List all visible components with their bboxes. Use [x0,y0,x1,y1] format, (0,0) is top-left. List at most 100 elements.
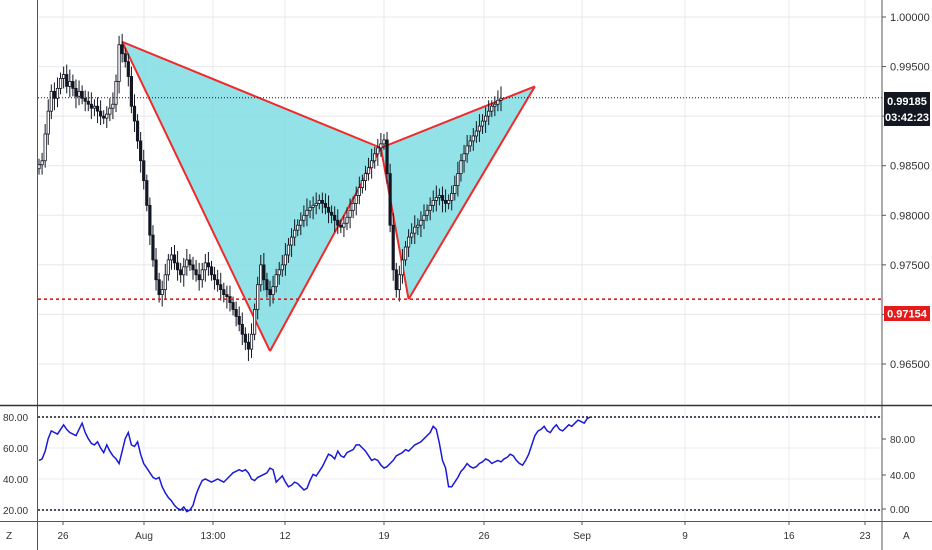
candle-body [148,204,152,236]
rsi-left-tick-label: 80.00 [3,413,28,424]
candle-body [487,110,491,117]
candle-body [237,316,241,325]
candle-body [259,264,263,286]
candle-body [317,200,321,204]
candle-body [188,259,192,266]
candle-body [410,232,414,238]
candle-body [268,289,272,295]
candle-body [157,279,161,296]
candle-body [129,76,133,107]
time-tick-label: 23 [859,531,871,542]
pattern-fill-triangle [122,41,381,352]
candle-body [126,61,130,77]
rsi-line [38,416,591,513]
auto-scale-icon[interactable]: A [903,531,910,542]
candle-body [231,302,235,310]
candle-body [154,259,158,281]
timezone-icon[interactable]: Z [6,531,12,542]
candle-body [311,204,315,208]
candle-body [379,143,383,149]
time-tick-label: 26 [478,531,490,542]
candle-body [308,206,312,211]
price-tick-label: 0.97500 [890,260,930,272]
candle-body [385,139,389,175]
candle-body [68,81,72,87]
candle-body [166,259,170,276]
candle-body [240,323,244,335]
candlestick-series [37,33,503,362]
candle-body [249,333,254,350]
candle-body [474,130,478,137]
candle-body [293,229,297,238]
candle-body [83,97,87,102]
candle-body [329,211,334,216]
candle-body [160,289,164,295]
time-tick-label: 9 [682,531,688,542]
candle-body [493,103,497,107]
candle-body [132,105,137,122]
time-tick-label: 12 [279,531,291,542]
candle-body [447,200,451,204]
candle-body [145,180,149,206]
candle-body [283,254,288,266]
candle-body [333,214,337,221]
candle-body [453,185,457,194]
candle-body [403,246,408,261]
candle-body [179,269,183,276]
candle-body [265,279,269,291]
candle-body [480,120,485,127]
candle-body [425,209,429,216]
candle-body [302,214,306,221]
candle-body [58,78,63,89]
candle-body [117,44,121,82]
price-tick-label: 1.00000 [890,12,930,24]
candle-body [382,139,386,145]
bar-countdown: 03:42:23 [885,112,929,124]
candle-body [175,262,180,271]
candle-body [477,125,482,132]
candle-body [99,110,103,117]
candle-body [443,200,448,204]
time-axis: 26 Aug 13:00 12 19 26 Sep 9 16 23 [57,521,871,542]
candle-body [456,173,460,186]
candle-body [289,236,294,246]
price-tick-label: 0.98500 [890,161,930,173]
candle-body [92,105,97,109]
candle-body [354,195,358,204]
candle-body [437,195,442,198]
candle-body [234,309,238,317]
candle-body [459,160,463,175]
candle-body [277,269,281,276]
candle-body [416,224,420,228]
candle-body [370,160,374,169]
candle-body [323,202,328,208]
support-price-label: 0.97154 [884,306,930,321]
candle-body [185,259,189,268]
candle-body [86,100,90,105]
candle-body [182,266,186,276]
candle-body [400,259,405,276]
candle-body [102,115,106,119]
candle-body [43,133,47,162]
candle-body [305,209,309,216]
candle-body [490,105,494,112]
candle-body [348,209,352,218]
candle-body [169,254,174,261]
price-tick-label: 0.98000 [890,210,930,222]
candle-body [366,167,371,175]
candle-body [394,269,398,291]
candle-body [271,286,275,296]
current-price-value: 0.99185 [887,96,927,108]
candle-body [80,90,84,99]
candle-body [397,274,401,291]
rsi-right-tick-label: 0.00 [890,505,910,516]
candle-body [111,103,115,109]
candle-body [314,202,318,206]
candle-body [65,74,69,87]
candle-body [135,120,140,142]
rsi-left-tick-label: 40.00 [3,475,28,486]
candle-body [212,274,217,281]
candle-body [142,160,146,181]
